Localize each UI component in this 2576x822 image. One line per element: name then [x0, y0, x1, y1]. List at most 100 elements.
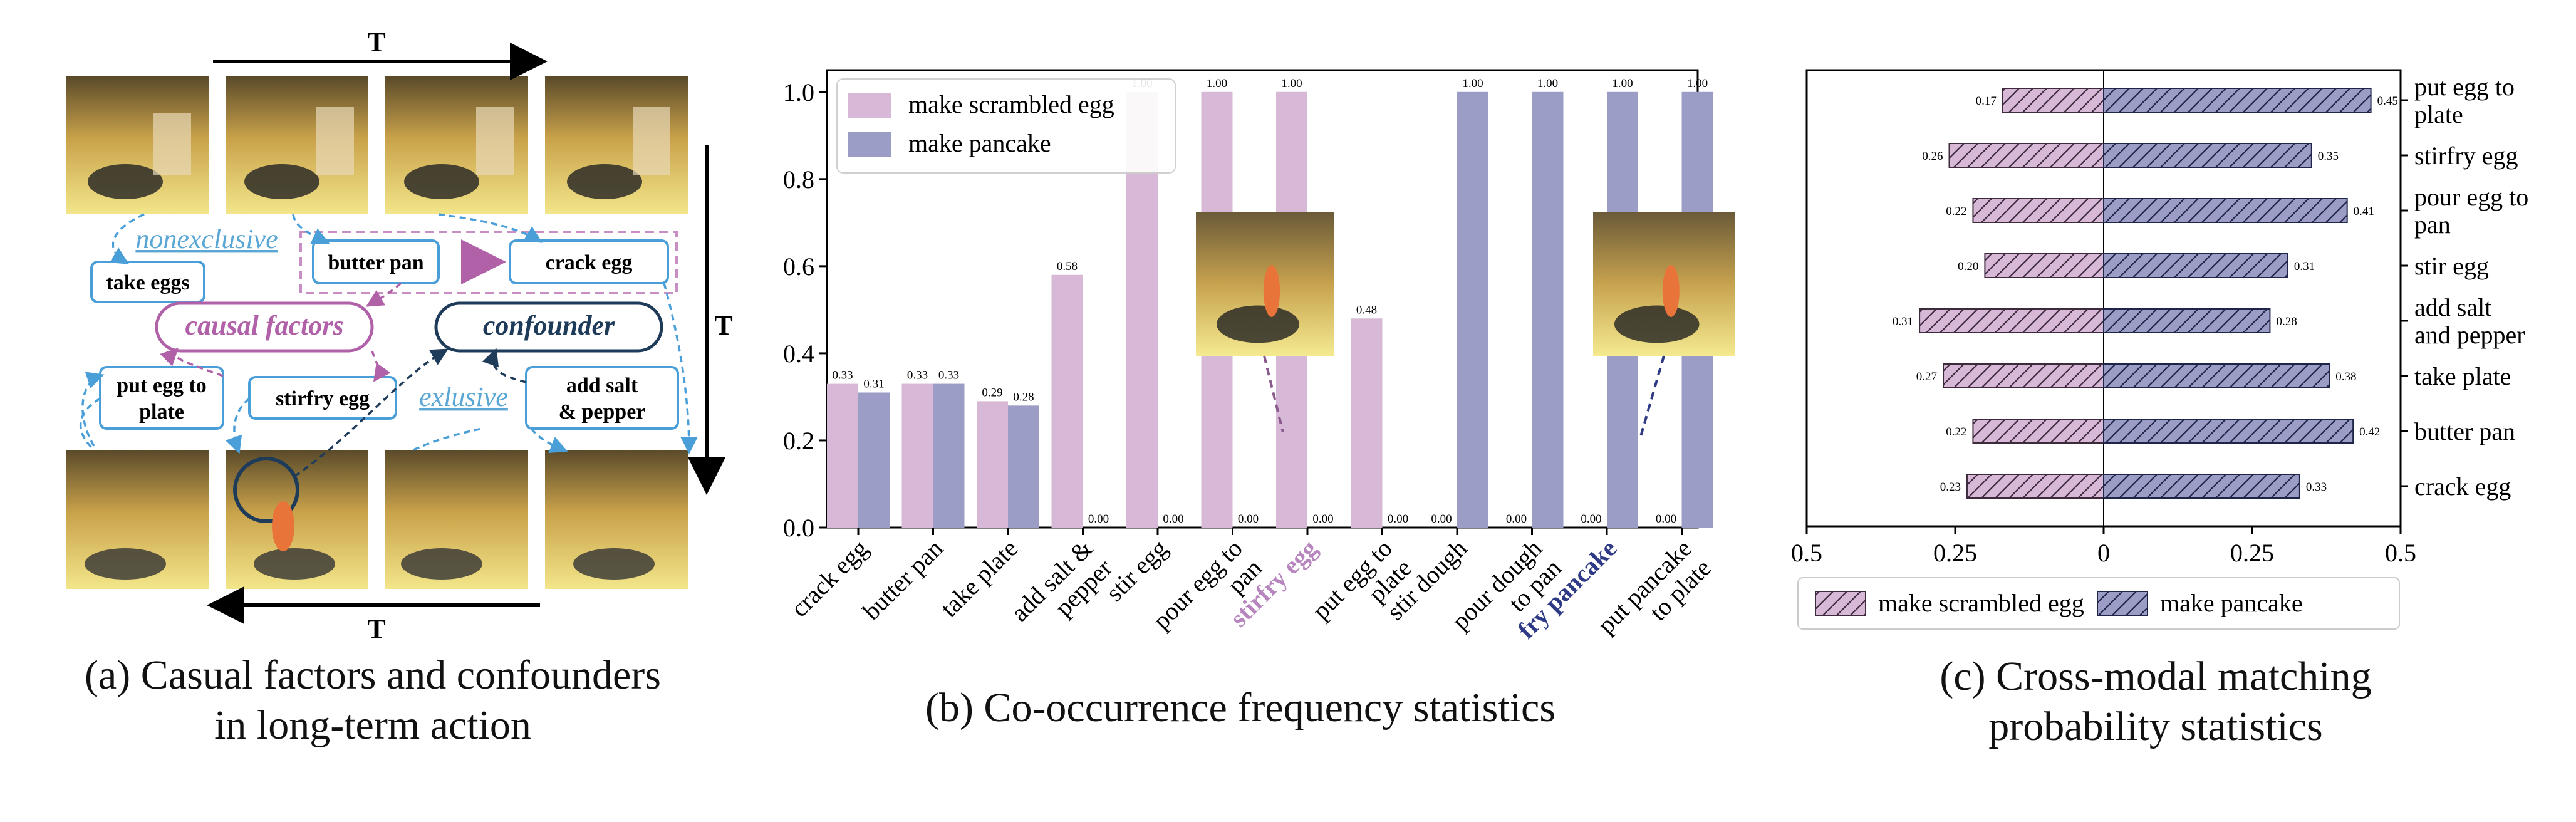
data-label: 0.31: [1893, 315, 1913, 328]
bar: [933, 383, 965, 528]
inset-pointer: [1263, 355, 1284, 433]
label-exlusive: exlusive: [419, 382, 508, 412]
y-tick-label: 0.0: [783, 514, 814, 542]
data-label: 0.33: [938, 369, 959, 382]
bar: [2103, 253, 2288, 278]
data-label: 0.28: [1013, 390, 1034, 403]
y-tick-label-line: pour egg to: [2414, 183, 2528, 211]
bar: [1943, 363, 2105, 388]
bar: [901, 383, 933, 528]
legend: make scrambled egg make pancake: [1797, 577, 2400, 630]
node-crack-egg: crack egg: [509, 239, 669, 284]
causal-group-box: [299, 231, 678, 294]
y-tick-label-line: stirfry egg: [2414, 142, 2518, 170]
time-label-right: T: [714, 310, 732, 341]
label-nonexclusive: nonexclusive: [135, 224, 278, 254]
bar: [1008, 405, 1039, 528]
data-label: 0.00: [1312, 512, 1333, 526]
data-label: 0.26: [1922, 150, 1943, 163]
data-label: 0.41: [2354, 205, 2374, 218]
y-tick-label: stir egg: [2414, 252, 2489, 280]
data-label: 0.00: [1581, 512, 1601, 526]
bar: [1972, 419, 2104, 444]
caption-line: in long-term action: [214, 702, 531, 748]
bar: [977, 401, 1008, 528]
data-label: 0.38: [2335, 370, 2356, 383]
y-tick-label: butter pan: [2414, 417, 2515, 445]
y-tick-label: crack egg: [2414, 472, 2511, 501]
bar: [1351, 318, 1383, 528]
bar: [1051, 274, 1083, 528]
bar: [1457, 91, 1488, 528]
node-label: add salt: [566, 374, 638, 397]
y-tick-label: 0.4: [783, 340, 814, 368]
inset-spatula: [1263, 265, 1280, 317]
data-label: 1.00: [1207, 77, 1227, 90]
bar: [858, 392, 890, 528]
data-label: 0.33: [832, 369, 853, 382]
y-tick-label: 1.0: [783, 78, 814, 107]
data-label: 0.00: [1431, 512, 1452, 526]
y-tick-label-line: plate: [2414, 100, 2463, 128]
inset-pan: [1217, 305, 1299, 343]
data-label: 0.29: [982, 386, 1002, 399]
legend-swatch: [848, 132, 891, 157]
bar: [2002, 88, 2104, 113]
legend-swatch: [1815, 591, 1866, 616]
node-label: stirfry egg: [276, 387, 370, 410]
data-label: 0.27: [1916, 370, 1937, 383]
panel-a-causal-diagram: T T T take eggs butter pan crack egg cau…: [0, 0, 745, 822]
y-tick-label: 0.8: [783, 165, 814, 194]
time-label-bottom: T: [367, 613, 385, 644]
y-tick-label: stirfry egg: [2414, 142, 2518, 170]
data-label: 0.28: [2276, 315, 2297, 328]
causal-diagram: T T T take eggs butter pan crack egg cau…: [66, 27, 733, 644]
node-label: crack egg: [546, 251, 633, 274]
x-tick-label: 0.5: [1791, 539, 1822, 567]
node-label: butter pan: [328, 251, 423, 274]
caption-line: (c) Cross-modal matching: [1940, 653, 2372, 699]
node-butter-pan: butter pan: [312, 239, 440, 284]
data-label: 0.58: [1057, 260, 1078, 273]
label-confounder: confounder: [483, 310, 615, 341]
legend-label: make pancake: [2160, 589, 2303, 617]
bar: [1919, 308, 2104, 333]
legend-swatch: [2097, 591, 2148, 616]
node-take-eggs: take eggs: [90, 261, 205, 303]
bar: [2103, 88, 2372, 113]
inset-pan: [1614, 305, 1700, 343]
data-label: 0.00: [1656, 512, 1676, 526]
highlight-circle: [233, 457, 299, 523]
inset-spatula: [1662, 265, 1680, 317]
node-label: plate: [139, 400, 184, 424]
data-label: 0.00: [1163, 512, 1183, 526]
caption-panel-a: (a) Casual factors and confounders in lo…: [0, 650, 745, 751]
legend-label: make scrambled egg: [908, 90, 1114, 118]
node-put-egg-to-plate: put egg to plate: [99, 366, 224, 430]
data-label: 0.22: [1946, 425, 1966, 439]
bar: [2103, 363, 2330, 388]
bar: [1972, 198, 2104, 223]
bar: [1966, 474, 2104, 499]
x-tick-label: add salt &pepper: [1005, 534, 1118, 627]
caption-line: probability statistics: [1988, 704, 2323, 749]
data-label: 0.00: [1088, 512, 1109, 526]
node-label: & pepper: [559, 400, 646, 424]
node-causal-factors: causal factors: [155, 301, 374, 353]
y-tick-label-line: stir egg: [2414, 252, 2489, 280]
data-label: 0.00: [1388, 512, 1408, 526]
x-tick-label: 0: [2097, 539, 2110, 567]
data-label: 0.42: [2359, 425, 2380, 439]
bar: [827, 383, 858, 528]
legend-label: make scrambled egg: [1878, 589, 2084, 617]
video-frames-top: [66, 76, 688, 214]
node-add-salt-pepper: add salt & pepper: [525, 366, 679, 430]
data-label: 1.00: [1281, 77, 1302, 90]
y-tick-label: take plate: [2414, 362, 2511, 390]
y-tick-label-line: put egg to: [2414, 73, 2515, 101]
data-label: 0.33: [2306, 481, 2327, 494]
caption-line: (a) Casual factors and confounders: [85, 652, 661, 698]
